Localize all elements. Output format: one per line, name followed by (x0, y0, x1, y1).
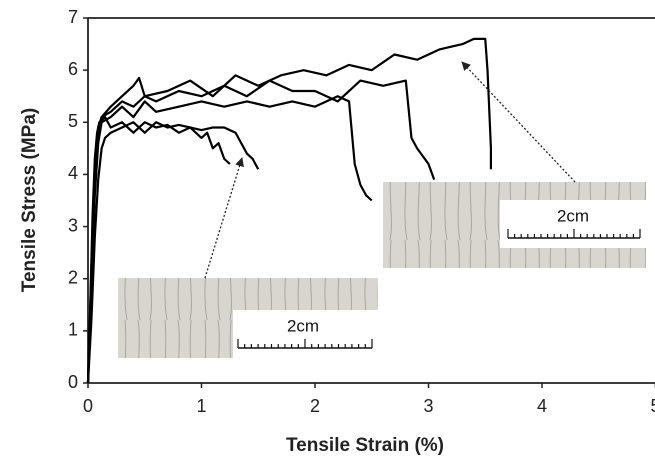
x-tick-label: 3 (423, 396, 433, 416)
inset-1: 2cm (118, 278, 378, 358)
y-tick-label: 0 (68, 372, 78, 392)
y-tick-label: 5 (68, 111, 78, 131)
data-line (86, 95, 373, 384)
x-axis-title: Tensile Strain (%) (286, 435, 444, 456)
y-tick-label: 1 (68, 320, 78, 340)
y-axis-title: Tensile Stress (MPa) (19, 108, 40, 292)
arrow (204, 157, 244, 279)
x-tick-label: 0 (83, 396, 93, 416)
scale-box (500, 200, 646, 248)
y-tick-label: 6 (68, 59, 78, 79)
arrow (461, 61, 576, 183)
y-tick-label: 3 (68, 215, 78, 235)
y-tick-label: 7 (68, 7, 78, 27)
y-tick-label: 4 (68, 163, 78, 183)
inset-2: 2cm (383, 182, 646, 268)
y-tick-label: 2 (68, 267, 78, 287)
scale-bar (237, 339, 373, 349)
x-tick-label: 2 (310, 396, 320, 416)
scale-label: 2cm (557, 206, 589, 225)
scale-label: 2cm (287, 316, 319, 335)
data-line (86, 121, 260, 384)
scale-bar (507, 229, 641, 239)
data-line (86, 37, 493, 384)
x-tick-label: 4 (537, 396, 547, 416)
x-tick-label: 5 (650, 396, 655, 416)
x-tick-label: 1 (196, 396, 206, 416)
scale-box (233, 310, 378, 358)
